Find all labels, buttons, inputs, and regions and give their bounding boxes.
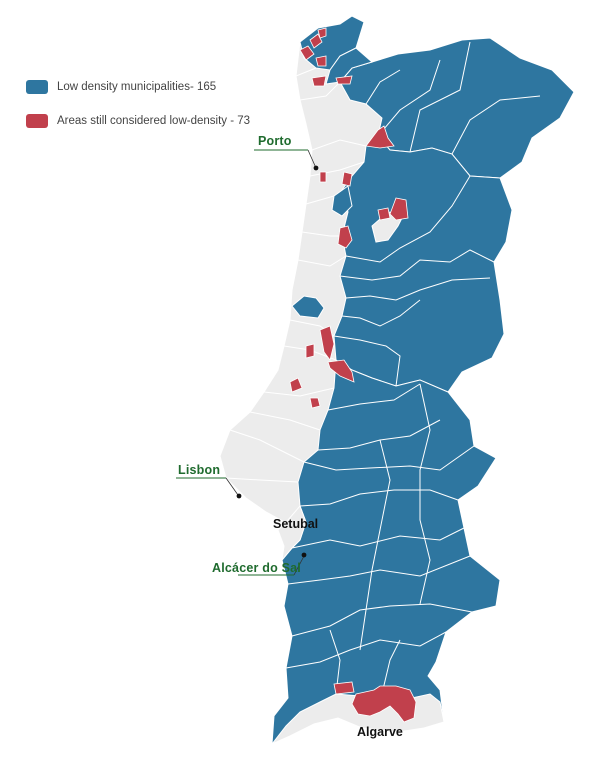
still-low-density-areas — [289, 27, 417, 723]
legend-item-still-low-density: Areas still considered low-density - 73 — [26, 114, 250, 128]
region-north-minho-2 — [325, 47, 374, 85]
porto-marker — [313, 165, 319, 171]
legend-label-still-low-density: Areas still considered low-density - 73 — [57, 115, 251, 127]
region-aveiro-patch — [331, 185, 353, 217]
city-label-setubal: Setubal — [273, 517, 319, 531]
legend-swatch-still-low-density — [26, 114, 48, 128]
region-coastal-patch — [291, 295, 325, 319]
city-label-porto: Porto — [258, 134, 292, 148]
legend-item-low-density: Low density municipalities- 165 — [26, 80, 216, 94]
leader-lines — [176, 149, 319, 576]
lisbon-marker — [236, 493, 242, 499]
city-label-algarve: Algarve — [357, 725, 403, 739]
city-label-lisbon: Lisbon — [178, 463, 221, 477]
legend-swatch-low-density — [26, 80, 48, 94]
legend-label-low-density: Low density municipalities- 165 — [57, 81, 217, 93]
city-label-alcacer: Alcácer do Sal — [212, 561, 301, 575]
alcacer-marker — [301, 552, 307, 558]
